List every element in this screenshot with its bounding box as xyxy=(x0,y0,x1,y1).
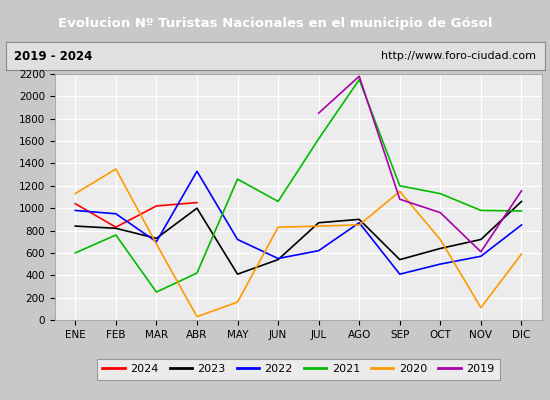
Legend: 2024, 2023, 2022, 2021, 2020, 2019: 2024, 2023, 2022, 2021, 2020, 2019 xyxy=(97,358,500,380)
Text: Evolucion Nº Turistas Nacionales en el municipio de Gósol: Evolucion Nº Turistas Nacionales en el m… xyxy=(58,18,492,30)
Text: 2019 - 2024: 2019 - 2024 xyxy=(14,50,92,62)
Text: http://www.foro-ciudad.com: http://www.foro-ciudad.com xyxy=(381,51,536,61)
